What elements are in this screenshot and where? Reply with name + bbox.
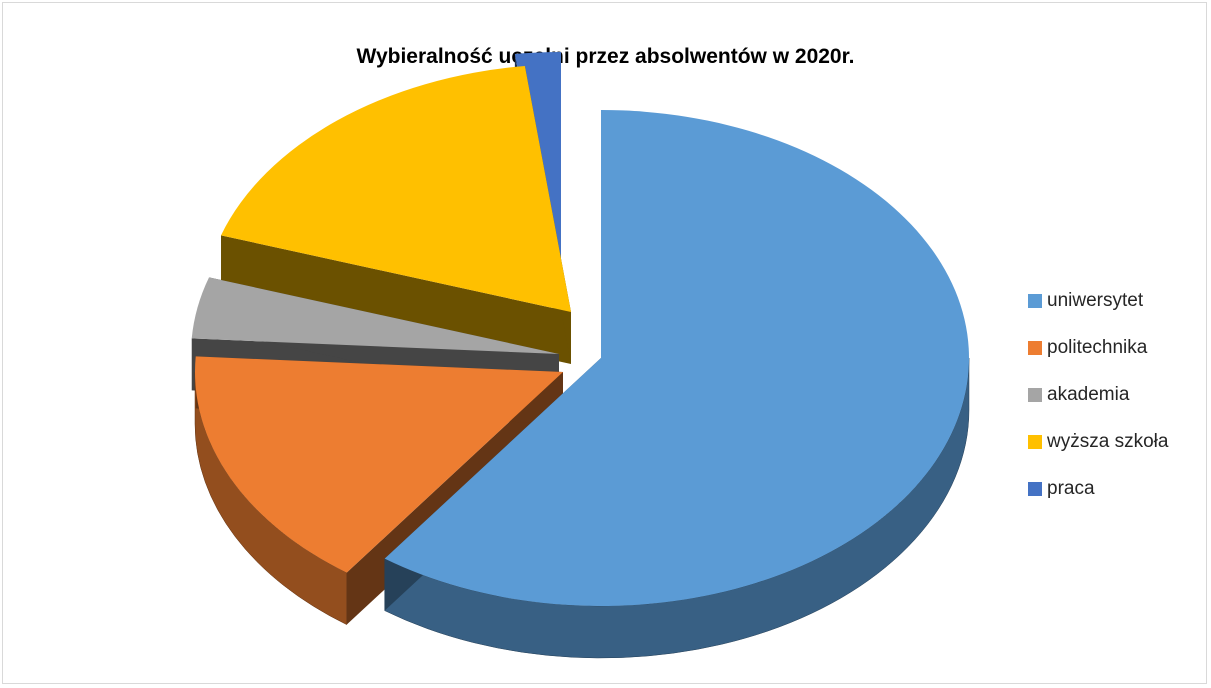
legend-item-akademia: akademia [1028, 371, 1168, 418]
legend-label: politechnika [1047, 336, 1148, 358]
legend-swatch [1028, 340, 1042, 355]
legend-label: akademia [1047, 383, 1130, 405]
legend-label: uniwersytet [1047, 289, 1144, 311]
legend-item-praca: praca [1028, 465, 1168, 512]
chart-title: Wybieralność uczelni przez absolwentów w… [356, 45, 855, 68]
legend-item-uniwersytet: uniwersytet [1028, 277, 1168, 324]
pie-slice-top [384, 110, 970, 607]
legend-item-politechnika: politechnika [1028, 324, 1168, 371]
pie-slice-top [191, 277, 559, 354]
pie-slice-uniwersytet [384, 110, 970, 659]
legend-swatch [1028, 293, 1042, 308]
pie-chart [191, 52, 970, 659]
legend-swatch [1028, 434, 1042, 449]
legend-label: wyższa szkoła [1047, 430, 1169, 452]
legend-swatch [1028, 481, 1042, 496]
chart-legend: uniwersytet politechnika akademia wyższa sz… [1028, 277, 1168, 512]
pie-slice-wyzsza-szkola [221, 65, 571, 364]
pie-slice-top [195, 356, 563, 573]
pie-slice-side [221, 235, 571, 364]
legend-item-wyzsza-szkola: wyższa szkoła [1028, 418, 1168, 465]
legend-swatch [1028, 387, 1042, 402]
pie-slice-top [221, 65, 571, 312]
legend-label: praca [1047, 477, 1095, 499]
